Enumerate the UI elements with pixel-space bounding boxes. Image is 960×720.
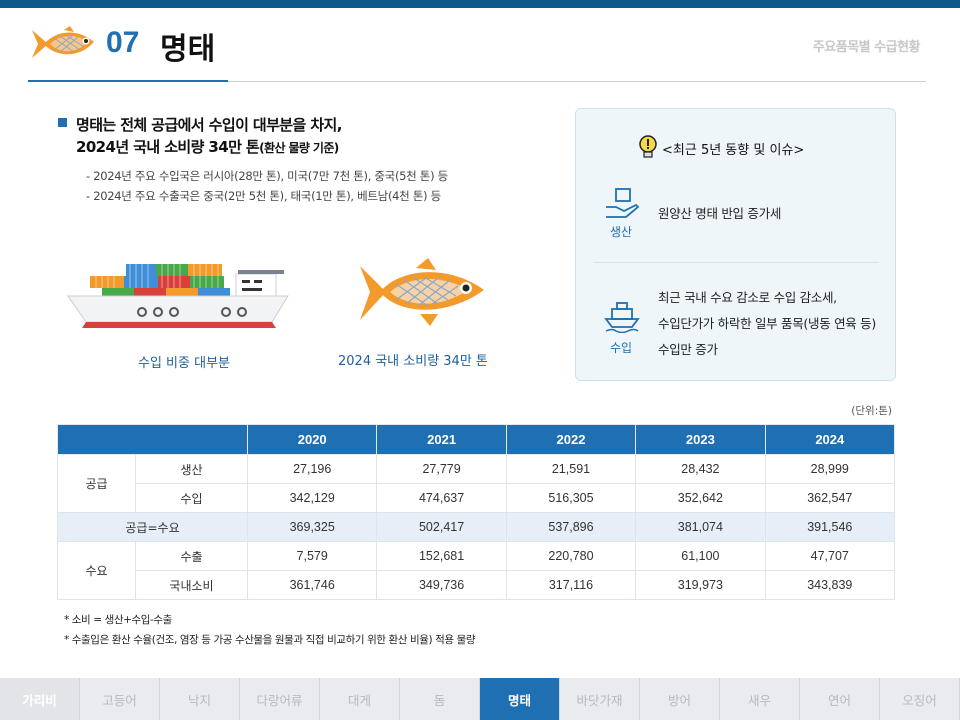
ship-caption: 수입 비중 대부분	[138, 356, 230, 371]
demand-group-label: 수요	[57, 541, 136, 600]
page-title: 명태	[160, 32, 216, 67]
production-hand-icon	[606, 188, 640, 218]
footnotes: * 소비 = 생산+수입-수출 * 수출입은 환산 수율(건조, 염장 등 가공…	[64, 610, 476, 650]
unit-label: (단위:톤)	[851, 405, 892, 417]
nav-item-salmon[interactable]: 연어	[800, 678, 880, 720]
table-cell: 361,746	[246, 570, 378, 600]
bottom-nav: 가리비 고등어 낙지 다랑어류 대게 돔 명태 바닷가재 방어 새우 연어 오징…	[0, 678, 960, 720]
row-label: 공급=수요	[57, 512, 248, 542]
table-header-blank	[57, 424, 248, 455]
import-label: 수입	[610, 341, 633, 355]
table-row: 수입 342,129 474,637 516,305 352,642 362,5…	[58, 483, 896, 513]
table-cell: 537,896	[505, 512, 637, 542]
year-header: 2024	[764, 424, 896, 455]
nav-item-mackerel[interactable]: 고등어	[80, 678, 160, 720]
headline-line-2: 2024년 국내 소비량 34만 톤(환산 물량 기준)	[76, 136, 342, 159]
table-cell: 7,579	[246, 541, 378, 571]
table-cell: 342,129	[246, 483, 378, 513]
table-cell: 362,547	[764, 483, 896, 513]
import-text: 최근 국내 수요 감소로 수입 감소세, 수입단가가 하락한 일부 품목(냉동 …	[658, 285, 876, 363]
table-cell: 516,305	[505, 483, 637, 513]
fish-caption: 2024 국내 소비량 34만 톤	[338, 354, 488, 369]
fish-logo-icon	[32, 26, 94, 58]
header-divider	[28, 81, 926, 82]
year-header: 2021	[376, 424, 507, 455]
table-cell: 152,681	[376, 541, 507, 571]
year-header: 2020	[246, 424, 378, 455]
row-label: 생산	[135, 454, 248, 484]
nav-item-lobster[interactable]: 바닷가재	[560, 678, 640, 720]
year-header: 2022	[505, 424, 637, 455]
table-cell: 319,973	[635, 570, 766, 600]
nav-item-sea-bream[interactable]: 돔	[400, 678, 480, 720]
table-cell: 28,999	[764, 454, 896, 484]
pollock-fish-icon	[360, 258, 484, 326]
table-cell: 381,074	[635, 512, 766, 542]
table-row-total: 공급=수요 369,325 502,417 537,896 381,074 39…	[57, 512, 896, 542]
summary-bullets: - 2024년 주요 수입국은 러시아(28만 톤), 미국(7만 7천 톤),…	[86, 166, 448, 206]
footnote: * 소비 = 생산+수입-수출	[64, 614, 172, 626]
table-cell: 502,417	[376, 512, 507, 542]
summary-bullet: - 2024년 주요 수입국은 러시아(28만 톤), 미국(7만 7천 톤),…	[86, 169, 448, 183]
table-row: 수요 수출 7,579 152,681 220,780 61,100 47,70…	[57, 541, 896, 600]
nav-item-scallop[interactable]: 가리비	[0, 678, 80, 720]
table-cell: 474,637	[376, 483, 507, 513]
table-cell: 28,432	[635, 454, 766, 484]
import-ship-icon	[604, 302, 640, 333]
cargo-ship-icon	[67, 264, 289, 328]
headline-line-1: 명태는 전체 공급에서 수입이 대부분을 차지,	[76, 116, 342, 134]
supply-demand-table: 2020 2021 2022 2023 2024 공급 생산 27,196 27…	[57, 424, 896, 600]
nav-item-tuna[interactable]: 다랑어류	[240, 678, 320, 720]
row-label: 수출	[135, 541, 248, 571]
headline: 명태는 전체 공급에서 수입이 대부분을 차지, 2024년 국내 소비량 34…	[76, 114, 342, 159]
row-label: 국내소비	[135, 570, 248, 600]
page-number: 07	[106, 26, 140, 59]
nav-item-yellowtail[interactable]: 방어	[640, 678, 720, 720]
table-cell: 21,591	[505, 454, 637, 484]
table-cell: 317,116	[505, 570, 637, 600]
table-cell: 352,642	[635, 483, 766, 513]
table-row: 국내소비 361,746 349,736 317,116 319,973 343…	[58, 570, 896, 600]
bullet-square-icon	[58, 118, 67, 127]
issues-divider	[594, 262, 879, 263]
production-text: 원양산 명태 반입 증가세	[658, 206, 782, 221]
table-header-row: 2020 2021 2022 2023 2024	[57, 424, 896, 455]
footnote: * 수출입은 환산 수율(건조, 염장 등 가공 수산물을 원물과 직접 비교하…	[64, 634, 476, 646]
issues-panel: <최근 5년 동향 및 이슈> 생산 원양산 명태 반입 증가세 수입 최근 국…	[575, 108, 896, 381]
row-label: 수입	[135, 483, 248, 513]
section-label: 주요품목별 수급현황	[812, 40, 921, 55]
page-header: 07 명태 주요품목별 수급현황	[28, 22, 928, 82]
nav-item-shrimp[interactable]: 새우	[720, 678, 800, 720]
supply-group-label: 공급	[57, 454, 136, 513]
nav-item-squid[interactable]: 오징어	[880, 678, 960, 720]
table-row: 공급 생산 27,196 27,779 21,591 28,432 28,999	[57, 454, 896, 513]
issues-title: <최근 5년 동향 및 이슈>	[662, 143, 805, 158]
table-cell: 369,325	[246, 512, 378, 542]
summary-bullet: - 2024년 주요 수출국은 중국(2만 5천 톤), 태국(1만 톤), 베…	[86, 189, 441, 203]
nav-item-pollock[interactable]: 명태	[480, 678, 560, 720]
table-cell: 343,839	[764, 570, 896, 600]
nav-item-snow-crab[interactable]: 대게	[320, 678, 400, 720]
lightbulb-icon	[639, 135, 657, 158]
import-text-line: 수입만 증가	[658, 342, 718, 357]
year-header: 2023	[635, 424, 766, 455]
headline-note: (환산 물량 기준)	[259, 141, 339, 155]
table-cell: 220,780	[505, 541, 637, 571]
header-accent-line	[28, 80, 228, 82]
table-cell: 27,779	[376, 454, 507, 484]
table-cell: 349,736	[376, 570, 507, 600]
top-bar	[0, 0, 960, 8]
table-cell: 27,196	[246, 454, 378, 484]
table-cell: 61,100	[635, 541, 766, 571]
import-text-line: 수입단가가 하락한 일부 품목(냉동 연육 등)	[658, 316, 876, 331]
import-text-line: 최근 국내 수요 감소로 수입 감소세,	[658, 290, 837, 305]
nav-item-octopus[interactable]: 낙지	[160, 678, 240, 720]
production-label: 생산	[610, 225, 633, 239]
headline-line-2-main: 2024년 국내 소비량 34만 톤	[76, 138, 260, 156]
table-cell: 47,707	[764, 541, 896, 571]
table-cell: 391,546	[764, 512, 896, 542]
